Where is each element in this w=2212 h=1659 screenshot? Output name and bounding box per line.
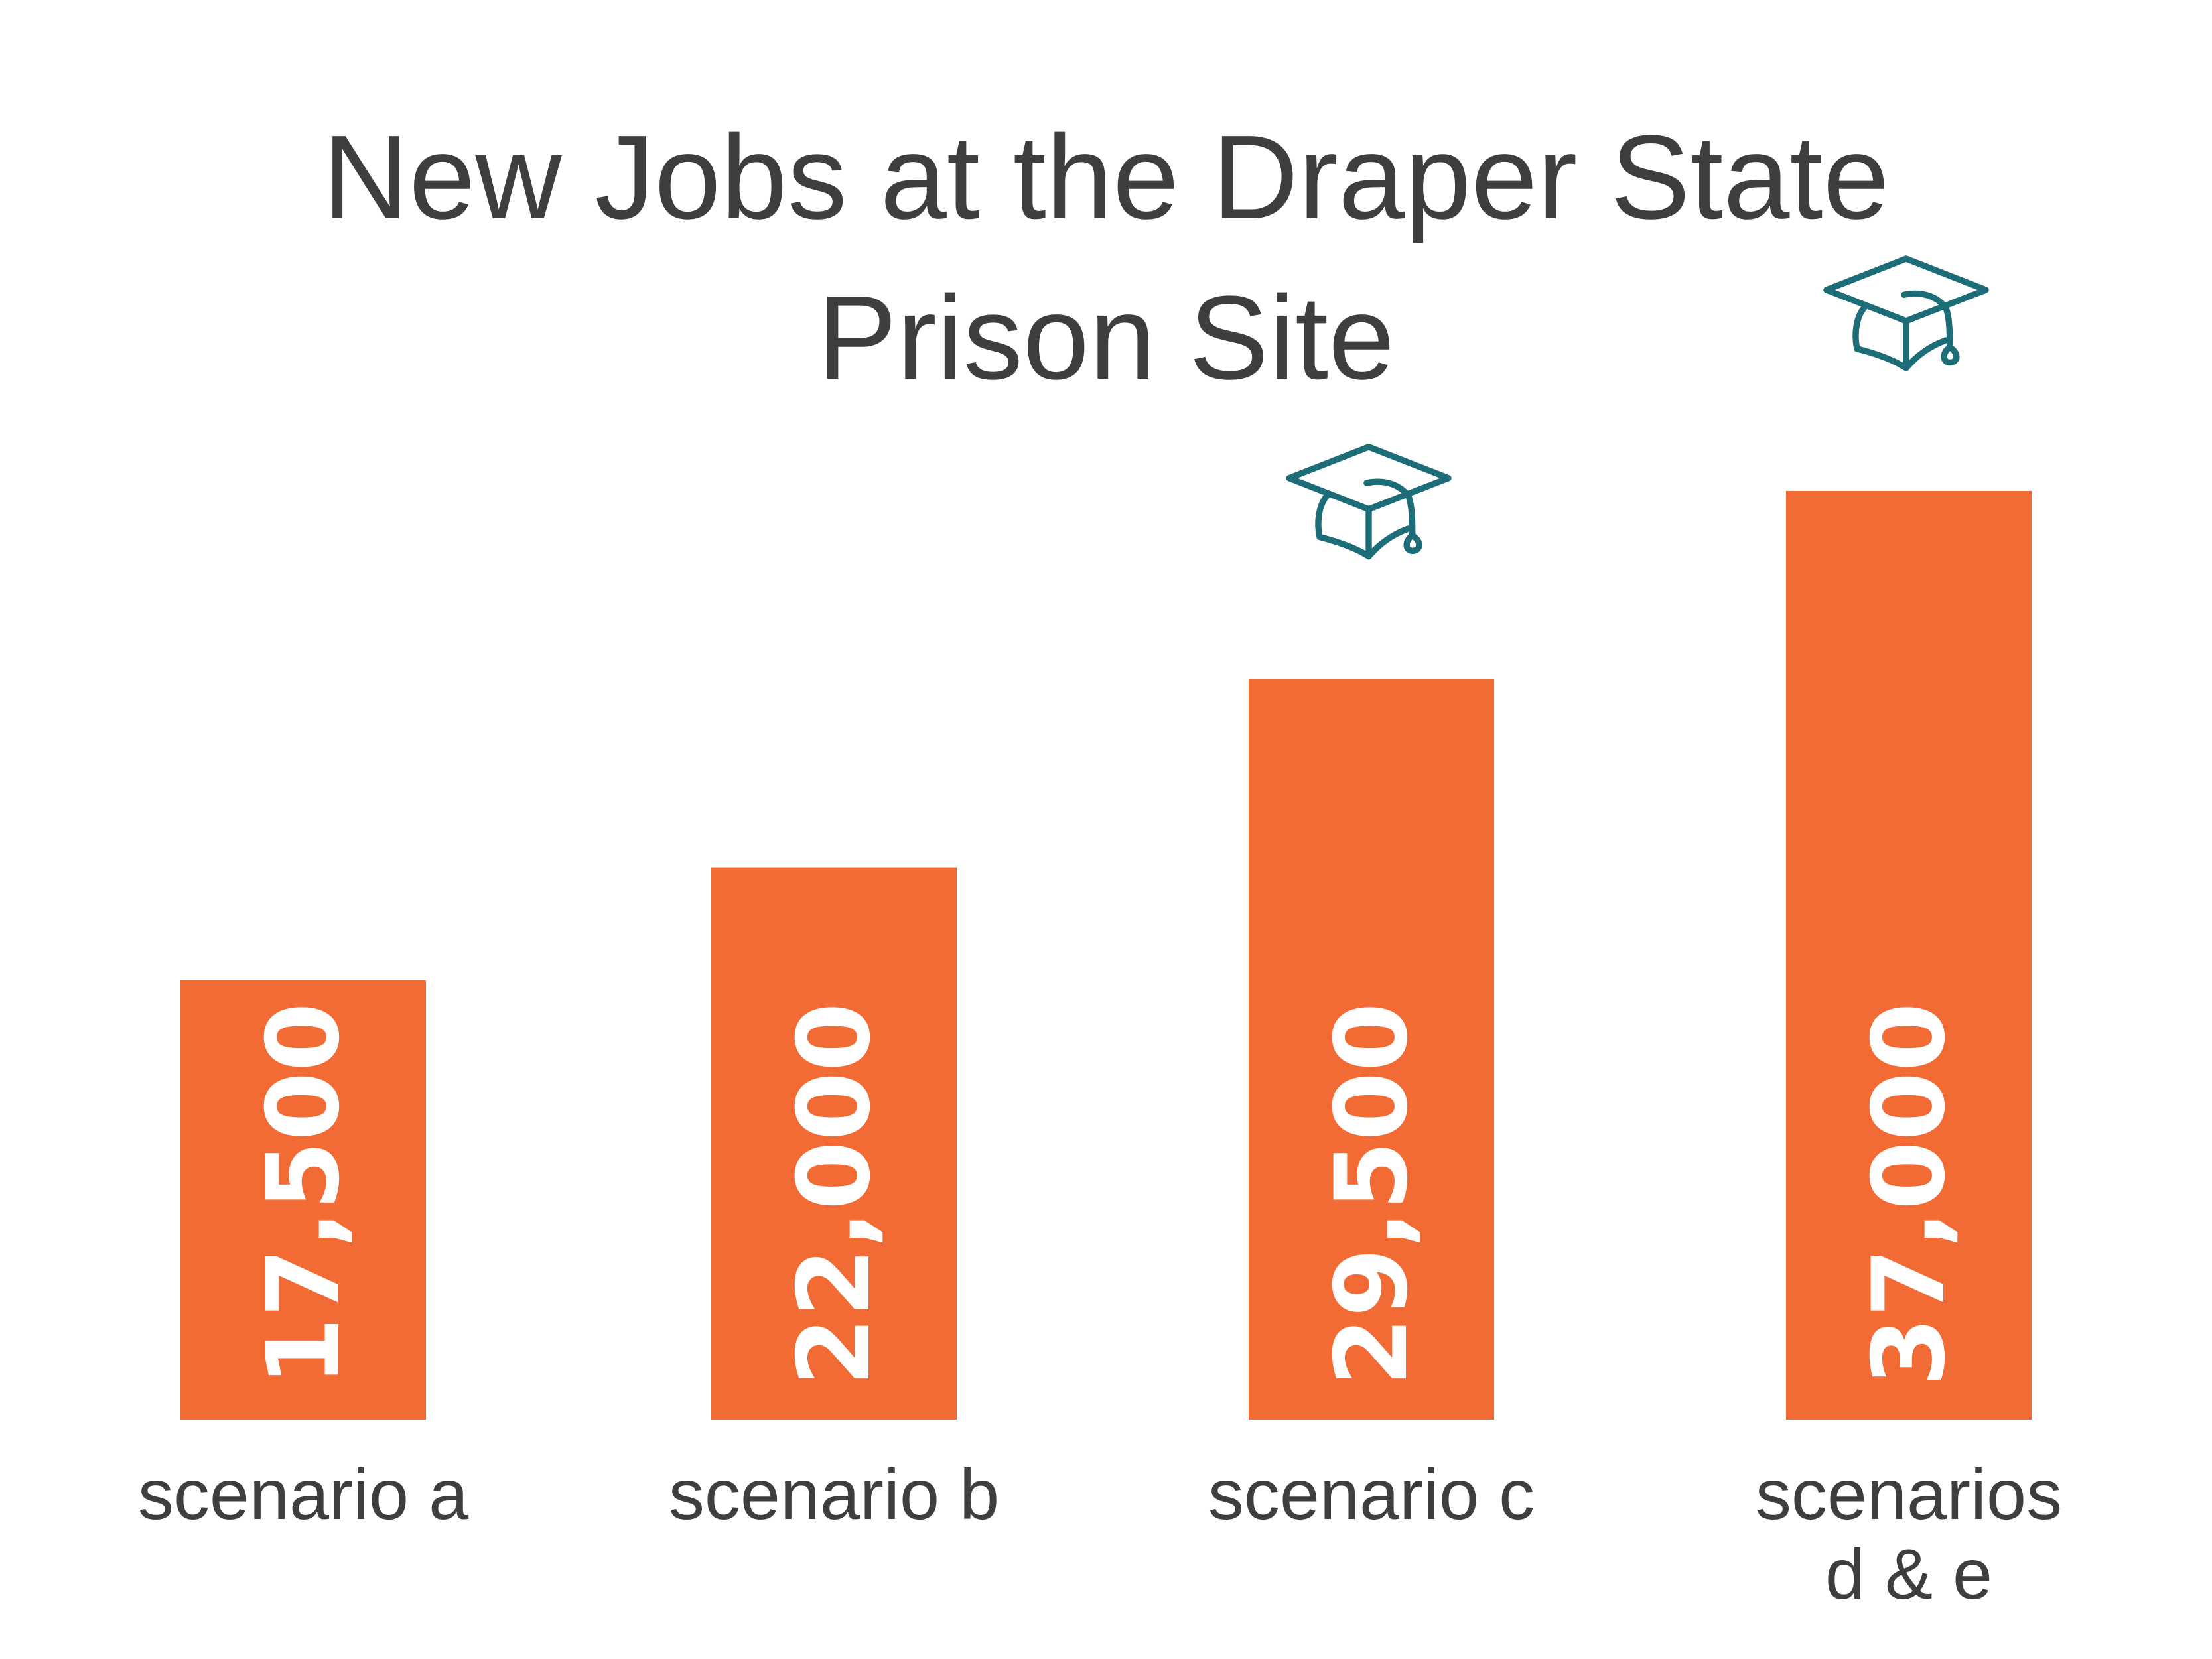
bar (1249, 679, 1494, 1420)
category-label: scenario a (138, 1454, 469, 1534)
bar-value-label: 22,000 (777, 1002, 892, 1386)
bar (180, 980, 426, 1420)
bar-value-label: 29,500 (1314, 1002, 1430, 1386)
chart-title-line-2: Prison Site (817, 271, 1395, 405)
category-label: scenarios (1756, 1454, 2062, 1534)
graduation-cap-icon (1823, 255, 1989, 371)
bar-value-label: 37,000 (1852, 1002, 1967, 1386)
category-label: scenario c (1208, 1454, 1535, 1534)
bar (1786, 491, 2032, 1420)
chart-title-line-1: New Jobs at the Draper State (322, 111, 1890, 244)
bar-group: 29,500 scenario c (1208, 444, 1535, 1534)
category-label: scenario b (669, 1454, 999, 1534)
category-label: d & e (1825, 1534, 1992, 1614)
bar (711, 867, 957, 1420)
bar-group: 22,000 scenario b (669, 867, 999, 1534)
bar-value-label: 17,500 (246, 1002, 362, 1386)
bar-group: 17,500 scenario a (138, 980, 469, 1534)
graduation-cap-icon (1286, 444, 1452, 560)
